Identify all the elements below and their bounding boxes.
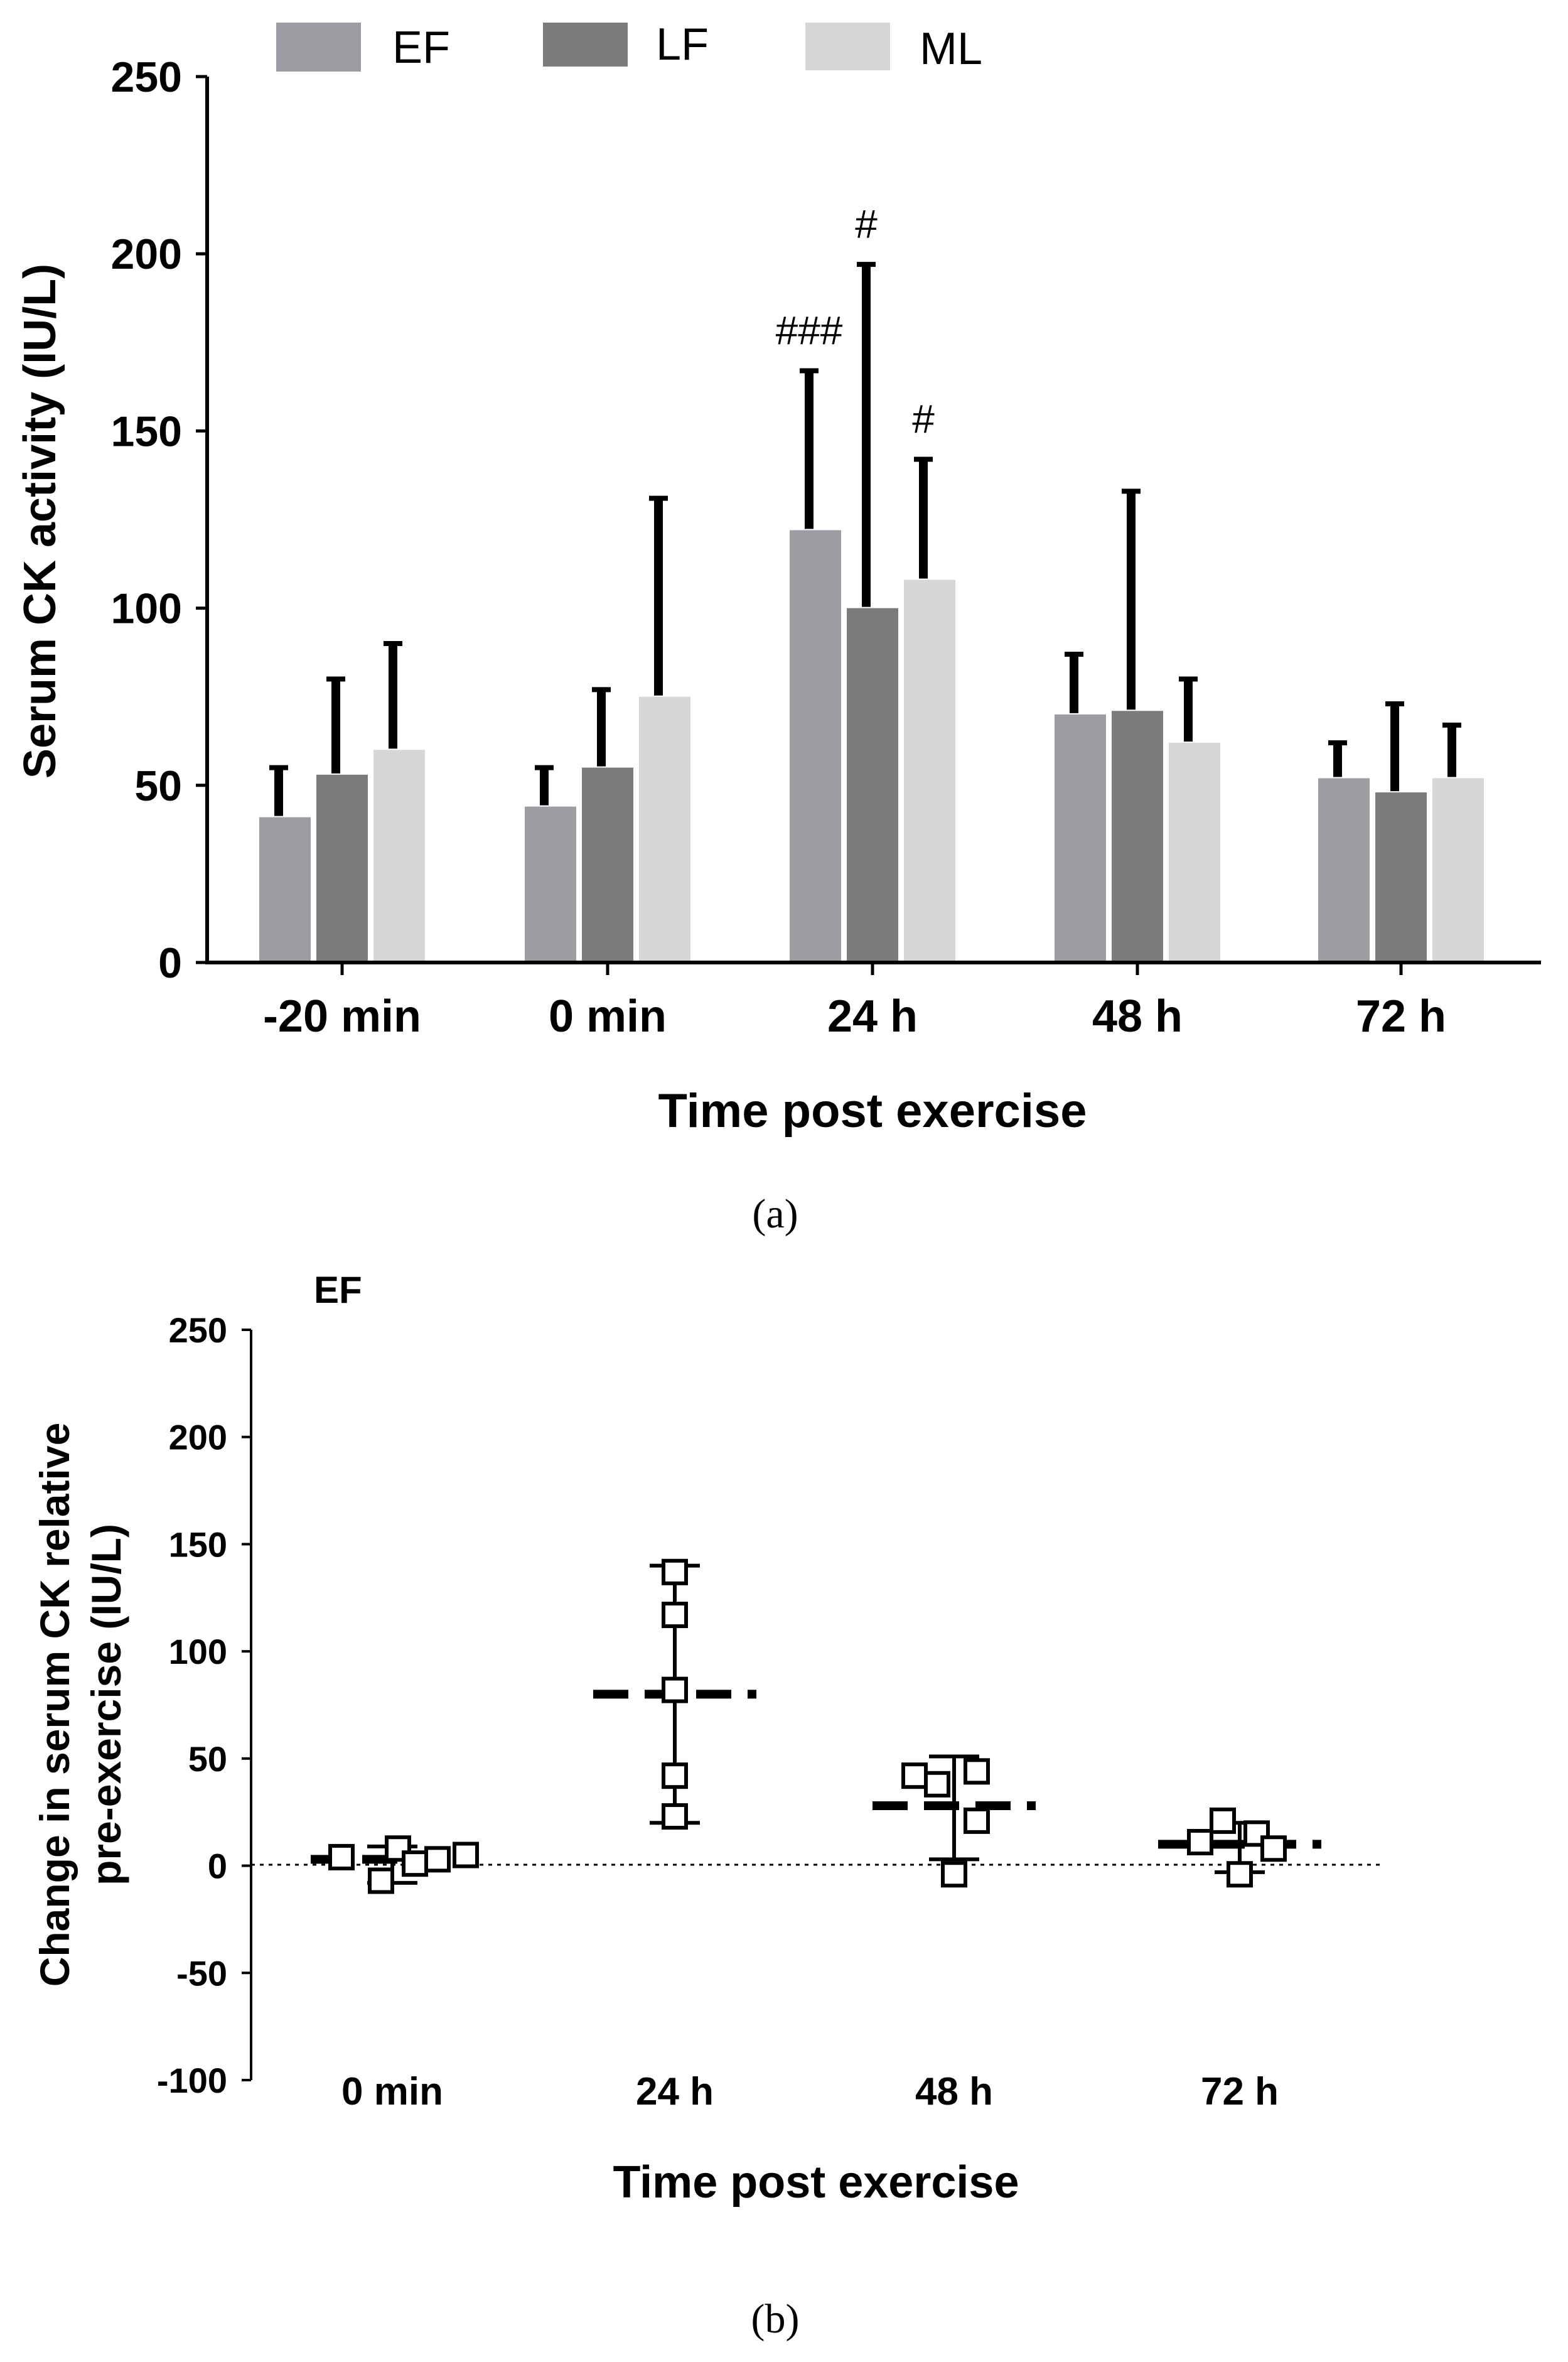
- significance-marker-ml-24-h: #: [912, 397, 935, 442]
- panel-b-scatter-chart: EF -100 -50 0 50 100 150 200 250 0 min 24 h 48 h 7…: [31, 1269, 1384, 2342]
- chart-b-x-tick-label-24-h: 24 h: [636, 2070, 714, 2113]
- bar-lf-48-h: [1112, 711, 1163, 963]
- chart-a-annotations: #####: [776, 202, 935, 441]
- chart-b-x-tick-label-48-h: 48 h: [915, 2070, 993, 2113]
- bar-lf-72-h: [1375, 792, 1427, 963]
- chart-b-y-tick-label: 150: [169, 1524, 227, 1564]
- chart-b-y-axis-title-line2: pre-exercise (IU/L): [83, 1524, 129, 1885]
- chart-b-y-tick-label: 250: [169, 1310, 227, 1350]
- bar-ml-48-h: [1169, 743, 1220, 963]
- chart-a-y-tick-label: 250: [111, 53, 182, 101]
- chart-a-x-tick-label-72-h: 72 h: [1356, 991, 1446, 1042]
- chart-a-x-tick-label-0-min: 0 min: [549, 991, 667, 1042]
- chart-b-y-tick-label: -100: [157, 2061, 227, 2100]
- chart-b-groups: [311, 1558, 1321, 1894]
- chart-a-x-tick-label-24-h: 24 h: [827, 991, 918, 1042]
- data-point-72-h: [1260, 1835, 1287, 1862]
- data-point-24-h: [662, 1803, 688, 1830]
- legend-swatch-ml: [805, 23, 890, 70]
- data-point-48-h: [964, 1807, 990, 1834]
- bar-ef-72-h: [1318, 778, 1370, 963]
- chart-a-x-ticks: -20 min 0 min 24 h 48 h 72 h: [263, 963, 1446, 1042]
- chart-b-x-tick-labels: 0 min 24 h 48 h 72 h: [341, 2070, 1279, 2113]
- bar-ml-24-h: [904, 580, 955, 963]
- chart-a-y-tick-label: 100: [111, 585, 182, 633]
- panel-label-a: (a): [752, 1191, 798, 1237]
- chart-a-y-tick-label: 0: [158, 939, 182, 987]
- bar-ml-0-min: [639, 696, 690, 963]
- chart-a-y-tick-label: 50: [134, 762, 182, 810]
- chart-b-y-tick-label: 50: [188, 1739, 227, 1779]
- data-point-72-h: [1187, 1829, 1213, 1856]
- bar-lf-24-h: [847, 608, 898, 963]
- legend-swatch-lf: [543, 23, 628, 67]
- legend-label-ef: EF: [392, 23, 450, 73]
- data-point-24-h: [662, 1602, 688, 1629]
- data-point-0-min: [328, 1843, 355, 1870]
- chart-b-x-tick-label-0-min: 0 min: [341, 2070, 443, 2113]
- chart-b-x-tick-label-72-h: 72 h: [1201, 2070, 1279, 2113]
- significance-marker-lf-24-h: #: [855, 202, 878, 247]
- data-point-0-min: [402, 1850, 428, 1877]
- chart-b-panel-title: EF: [314, 1269, 362, 1311]
- chart-a-y-tick-label: 200: [111, 230, 182, 278]
- chart-a-legend: EF LF ML: [276, 19, 982, 74]
- bar-ef-0-min: [525, 806, 576, 963]
- legend-swatch-ef: [276, 23, 361, 72]
- data-point-0-min: [424, 1846, 451, 1873]
- chart-a-y-axis-title: Serum CK activity (IU/L): [15, 264, 65, 779]
- legend-label-ml: ML: [920, 24, 982, 74]
- data-point-72-h: [1227, 1861, 1253, 1888]
- bar-ef-48-h: [1055, 714, 1106, 963]
- data-point-0-min: [385, 1835, 411, 1862]
- legend-label-lf: LF: [656, 19, 709, 70]
- chart-a-x-axis-title: Time post exercise: [658, 1084, 1087, 1138]
- panel-label-b: (b): [751, 2296, 800, 2342]
- data-point-48-h: [964, 1758, 990, 1785]
- data-point-24-h: [662, 1676, 688, 1703]
- data-point-0-min: [453, 1842, 479, 1869]
- bar-ml-20-min: [373, 750, 425, 963]
- chart-b-y-tick-label: 100: [169, 1632, 227, 1671]
- panel-a-bar-chart: EF LF ML 0 50 100 150 200 250 -20 min 0 min 24 …: [15, 19, 1541, 1237]
- data-point-72-h: [1210, 1807, 1236, 1834]
- chart-b-y-tick-label: -50: [176, 1953, 227, 1993]
- data-point-48-h: [941, 1861, 967, 1888]
- data-point-0-min: [368, 1867, 394, 1894]
- chart-a-bars: [259, 530, 1484, 963]
- chart-b-y-ticks: -100 -50 0 50 100 150 200 250: [157, 1310, 251, 2100]
- chart-b-y-tick-label: 0: [208, 1847, 227, 1886]
- data-point-24-h: [662, 1558, 688, 1585]
- chart-b-y-tick-label: 200: [169, 1418, 227, 1457]
- data-point-24-h: [662, 1762, 688, 1789]
- bar-lf-0-min: [582, 767, 633, 963]
- chart-a-y-ticks: 0 50 100 150 200 250: [111, 53, 207, 987]
- chart-a-y-tick-label: 150: [111, 407, 182, 455]
- chart-a-error-bars: [269, 262, 1461, 816]
- bar-ml-72-h: [1432, 778, 1484, 963]
- data-point-48-h: [924, 1771, 950, 1798]
- data-point-48-h: [901, 1762, 928, 1789]
- bar-lf-20-min: [316, 774, 368, 963]
- chart-b-y-axis-title-line1: Change in serum CK relative: [31, 1423, 78, 1987]
- bar-ef-20-min: [259, 817, 311, 963]
- chart-a-x-tick-label-48-h: 48 h: [1092, 991, 1183, 1042]
- bar-ef-24-h: [790, 530, 841, 963]
- chart-b-x-axis-title: Time post exercise: [613, 2157, 1019, 2208]
- chart-a-x-tick-label-20-min: -20 min: [263, 991, 421, 1042]
- significance-marker-ef-24-h: ###: [776, 308, 843, 353]
